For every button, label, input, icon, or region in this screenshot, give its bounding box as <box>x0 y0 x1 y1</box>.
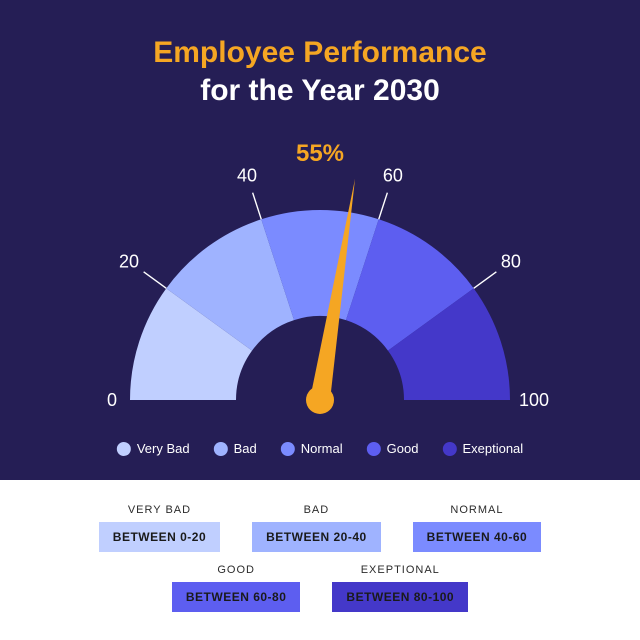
legend-label: Good <box>387 441 419 456</box>
range-cell: NORMAL BETWEEN 40-60 <box>413 504 542 552</box>
range-box: BETWEEN 40-60 <box>413 522 542 552</box>
legend-label: Normal <box>301 441 343 456</box>
range-name: NORMAL <box>413 504 542 516</box>
legend-item: Normal <box>281 441 343 456</box>
tick-label: 100 <box>519 390 549 410</box>
range-name: GOOD <box>172 564 301 576</box>
legend-item: Bad <box>214 441 257 456</box>
tick-line <box>253 193 262 220</box>
legend-label: Bad <box>234 441 257 456</box>
title-line-2: for the Year 2030 <box>0 74 640 108</box>
range-cell: VERY BAD BETWEEN 0-20 <box>99 504 220 552</box>
legend-dot <box>214 442 228 456</box>
range-name: BAD <box>252 504 381 516</box>
range-box: BETWEEN 60-80 <box>172 582 301 612</box>
range-box: BETWEEN 0-20 <box>99 522 220 552</box>
legend-dot <box>117 442 131 456</box>
legend-item: Good <box>367 441 419 456</box>
tick-line <box>144 272 167 288</box>
range-cell: BAD BETWEEN 20-40 <box>252 504 381 552</box>
gauge-chart: 55% 20 40 60 80 0 100 <box>60 140 580 440</box>
gauge-svg: 20 40 60 80 0 100 <box>60 140 580 440</box>
range-cell: GOOD BETWEEN 60-80 <box>172 564 301 612</box>
range-name: VERY BAD <box>99 504 220 516</box>
legend-label: Exeptional <box>462 441 523 456</box>
ranges-panel: VERY BAD BETWEEN 0-20 BAD BETWEEN 20-40 NORM… <box>0 480 640 640</box>
legend-label: Very Bad <box>137 441 190 456</box>
tick-line <box>379 193 388 220</box>
legend-item: Exeptional <box>442 441 523 456</box>
range-row: VERY BAD BETWEEN 0-20 BAD BETWEEN 20-40 NORM… <box>99 504 541 552</box>
range-row: GOOD BETWEEN 60-80 EXEPTIONAL BETWEEN 80-10… <box>172 564 468 612</box>
legend-item: Very Bad <box>117 441 190 456</box>
tick-label: 40 <box>237 166 257 186</box>
tick-line <box>474 272 497 288</box>
tick-label: 80 <box>501 251 521 271</box>
gauge-value: 55% <box>296 140 344 168</box>
legend: Very Bad Bad Normal Good Exeptional <box>117 441 523 456</box>
range-name: EXEPTIONAL <box>332 564 468 576</box>
legend-dot <box>367 442 381 456</box>
tick-label: 20 <box>119 251 139 271</box>
range-box: BETWEEN 80-100 <box>332 582 468 612</box>
title-line-1: Employee Performance <box>0 36 640 70</box>
legend-dot <box>281 442 295 456</box>
tick-label: 60 <box>383 166 403 186</box>
legend-dot <box>442 442 456 456</box>
gauge-hub <box>306 386 334 414</box>
range-box: BETWEEN 20-40 <box>252 522 381 552</box>
tick-label: 0 <box>107 390 117 410</box>
range-cell: EXEPTIONAL BETWEEN 80-100 <box>332 564 468 612</box>
gauge-panel: Employee Performance for the Year 2030 5… <box>0 0 640 480</box>
